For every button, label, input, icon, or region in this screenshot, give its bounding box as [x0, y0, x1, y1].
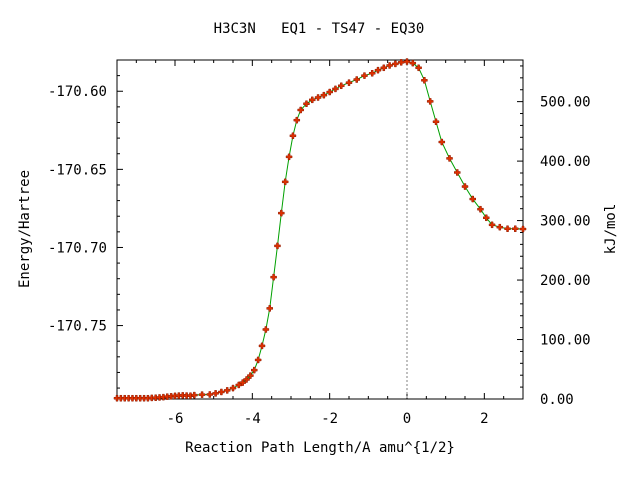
reaction-path-chart: H3C3N EQ1 - TS47 - EQ30 -6 -4 -2 0 2-170.60-…: [0, 0, 640, 480]
y2-tick-label: 100.00: [540, 333, 591, 349]
data-point-marker: [207, 391, 213, 397]
y2-axis-label: kJ/mol: [603, 204, 619, 255]
data-point-marker: [427, 98, 433, 104]
x-tick-label: 0: [403, 411, 411, 427]
x-tick-label: -6: [167, 411, 184, 427]
data-point-marker: [290, 133, 296, 139]
data-point-marker: [199, 392, 205, 398]
data-point-marker: [321, 92, 327, 98]
data-point-marker: [251, 367, 257, 373]
y2-tick-label: 300.00: [540, 214, 591, 230]
data-point-marker: [224, 387, 230, 393]
data-point-marker: [381, 65, 387, 71]
data-point-marker: [375, 67, 381, 73]
x-axis-label: Reaction Path Length/A amu^{1/2}: [185, 440, 455, 456]
energy-series: [114, 59, 526, 402]
data-point-marker: [213, 390, 219, 396]
data-point-marker: [454, 169, 460, 175]
data-point-marker: [338, 83, 344, 89]
chart-title: H3C3N EQ1 - TS47 - EQ30: [214, 21, 425, 37]
data-point-marker: [332, 86, 338, 92]
data-point-marker: [274, 243, 280, 249]
y2-tick-label: 0.00: [540, 392, 574, 408]
y2-tick-label: 200.00: [540, 273, 591, 289]
x-tick-label: -2: [321, 411, 338, 427]
data-point-marker: [218, 389, 224, 395]
data-point-marker: [512, 226, 518, 232]
y2-tick-label: 400.00: [540, 154, 591, 170]
data-point-marker: [497, 224, 503, 230]
data-point-marker: [392, 61, 398, 67]
data-point-marker: [259, 343, 265, 349]
data-point-marker: [267, 305, 273, 311]
data-point-marker: [309, 97, 315, 103]
y-tick-label: -170.65: [48, 162, 107, 178]
plot-frame: [117, 60, 523, 399]
x-tick-label: -4: [244, 411, 261, 427]
data-point-marker: [520, 226, 526, 232]
data-point-marker: [447, 155, 453, 161]
data-point-marker: [255, 357, 261, 363]
y-tick-label: -170.70: [48, 240, 107, 256]
data-point-marker: [421, 77, 427, 83]
data-point-marker: [433, 119, 439, 125]
data-point-marker: [346, 80, 352, 86]
data-point-marker: [282, 179, 288, 185]
data-point-marker: [191, 392, 197, 398]
data-point-marker: [278, 210, 284, 216]
series-line: [117, 62, 523, 399]
data-point-marker: [369, 70, 375, 76]
data-point-marker: [404, 59, 410, 65]
data-point-marker: [271, 274, 277, 280]
data-point-marker: [263, 326, 269, 332]
data-point-marker: [505, 226, 511, 232]
data-point-marker: [315, 94, 321, 100]
data-point-marker: [327, 89, 333, 95]
tick-label-layer: -6 -4 -2 0 2 -170.60 -170.65 -170.70 -170.75 0.00…: [48, 84, 591, 427]
data-point-marker: [361, 73, 367, 79]
tick-layer: [117, 60, 523, 399]
y-tick-label: -170.75: [48, 319, 107, 335]
y-axis-label: Energy/Hartree: [17, 170, 33, 288]
y2-tick-label: 500.00: [540, 95, 591, 111]
data-point-marker: [462, 184, 468, 190]
data-point-marker: [286, 154, 292, 160]
data-point-marker: [294, 117, 300, 123]
data-point-marker: [439, 139, 445, 145]
data-point-marker: [354, 77, 360, 83]
data-point-marker: [230, 385, 236, 391]
data-point-marker: [387, 62, 393, 68]
x-tick-label: 2: [480, 411, 488, 427]
y-tick-label: -170.60: [48, 84, 107, 100]
